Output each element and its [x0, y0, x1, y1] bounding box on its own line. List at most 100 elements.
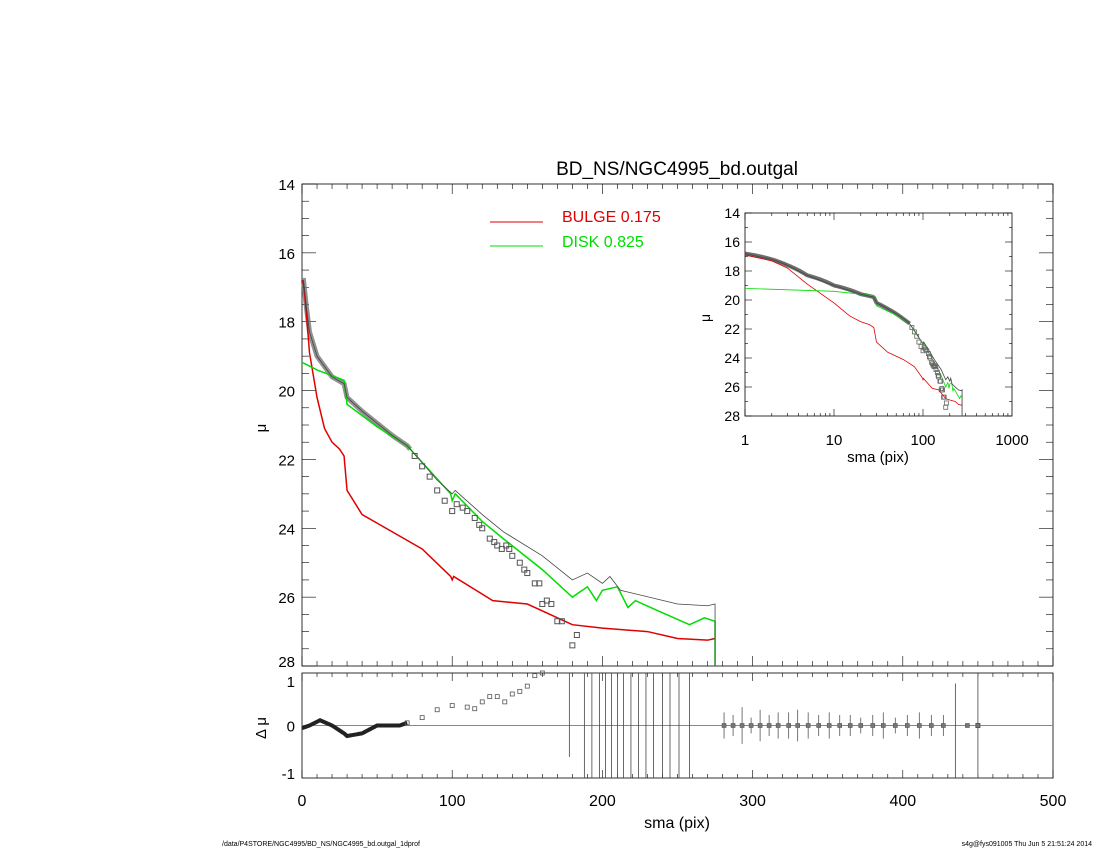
- data-point: [476, 521, 483, 528]
- main-y-tick-label: 28: [278, 654, 295, 671]
- x-tick-label: 0: [298, 793, 307, 810]
- inset-x-tick-label: 100: [910, 432, 935, 449]
- data-point: [558, 618, 565, 625]
- residual-point: [805, 723, 811, 728]
- data-point: [516, 559, 523, 566]
- main-y-tick-label: 26: [278, 590, 295, 607]
- residual-point: [917, 723, 922, 728]
- inset-y-tick-label: 24: [724, 350, 740, 366]
- inset-data-point: [935, 372, 941, 378]
- residual-point: [965, 723, 970, 728]
- data-point: [464, 508, 471, 515]
- data-point: [491, 539, 498, 546]
- data-point: [503, 542, 510, 549]
- inset-x-tick-label: 10: [826, 432, 843, 449]
- main-y-tick-label: 20: [278, 384, 295, 401]
- residual-point: [766, 723, 772, 728]
- series-disk: [302, 362, 716, 666]
- residual-point: [494, 694, 500, 700]
- residual-point: [929, 723, 934, 728]
- x-tick-label: 500: [1040, 793, 1067, 810]
- data-point: [509, 552, 516, 559]
- main-y-tick-label: 14: [278, 177, 295, 194]
- data-point: [453, 501, 460, 508]
- data-point: [524, 570, 531, 577]
- residual-point: [449, 703, 455, 708]
- footer-right: s4g@fys091005 Thu Jun 5 21:51:24 2014: [961, 841, 1092, 848]
- main-y-tick-label: 24: [278, 521, 295, 538]
- residual-point: [517, 688, 523, 694]
- residual-point: [730, 723, 736, 728]
- data-point: [506, 545, 513, 552]
- residual-point: [786, 723, 791, 728]
- residual-point: [975, 723, 981, 728]
- residual-point: [502, 699, 508, 705]
- data-point: [426, 473, 433, 480]
- residual-point: [795, 723, 800, 728]
- residual-point: [532, 673, 538, 679]
- data-point: [573, 632, 580, 639]
- residual-point: [870, 723, 876, 728]
- residual-point: [539, 670, 545, 676]
- resid-y-tick-label: -1: [282, 766, 295, 783]
- inset-data-point: [933, 364, 938, 370]
- data-point: [548, 601, 555, 608]
- inset-y-tick-label: 28: [724, 408, 740, 424]
- residual-point: [757, 723, 763, 728]
- data-point: [441, 497, 448, 504]
- residual-point: [721, 723, 727, 728]
- resid-y-tick-label: 0: [287, 719, 295, 736]
- residual-point: [775, 723, 781, 728]
- x-tick-label: 100: [439, 793, 466, 810]
- data-point: [434, 487, 441, 494]
- residual-point: [941, 723, 946, 728]
- inset-y-tick-label: 26: [724, 379, 740, 395]
- x-tick-label: 200: [589, 793, 616, 810]
- residual-point: [479, 699, 485, 705]
- residual-point: [419, 715, 425, 721]
- inset-data-point: [940, 387, 945, 393]
- legend-disk-label: DISK 0.825: [562, 234, 644, 251]
- inset-data-point: [923, 346, 929, 352]
- inset-x-tick-label: 1: [741, 432, 749, 449]
- residual-point: [880, 723, 886, 728]
- data-point: [449, 508, 456, 515]
- residual-point: [472, 706, 478, 712]
- legend-bulge-label: BULGE 0.175: [562, 209, 661, 226]
- data-point: [479, 525, 486, 532]
- series-total-model: [302, 279, 716, 666]
- resid-xlabel: sma (pix): [644, 815, 710, 832]
- data-point: [539, 601, 546, 608]
- residual-inner: [301, 718, 408, 739]
- x-tick-label: 400: [889, 793, 916, 810]
- inset-series-bulge: [744, 253, 963, 406]
- inset-plot-frame: [744, 212, 1013, 417]
- data-point: [536, 580, 543, 587]
- residual-point: [837, 723, 843, 728]
- residual-point: [858, 723, 864, 728]
- inset-data-point: [921, 345, 927, 351]
- residual-point: [748, 723, 754, 728]
- inset-data-point: [914, 333, 920, 339]
- inset-series-disk: [744, 288, 963, 416]
- data-point: [419, 463, 426, 470]
- data-point: [521, 566, 528, 573]
- data-point: [471, 514, 478, 521]
- residual-point: [524, 683, 530, 689]
- resid-y-tick-label: 1: [287, 674, 295, 691]
- data-point: [543, 597, 550, 604]
- main-y-tick-label: 16: [278, 246, 295, 263]
- inset-data-point: [939, 386, 945, 391]
- residual-point: [739, 723, 745, 728]
- residual-point: [509, 691, 515, 697]
- inset-y-tick-label: 22: [724, 321, 740, 337]
- chart-title: BD_NS/NGC4995_bd.outgal: [556, 159, 798, 180]
- residual-point: [847, 723, 853, 728]
- inset-data-point: [943, 400, 949, 406]
- inset-y-tick-label: 20: [724, 292, 740, 308]
- data-point: [411, 452, 418, 459]
- data-point: [498, 545, 505, 552]
- data-point: [486, 535, 493, 542]
- residual-point: [826, 723, 832, 728]
